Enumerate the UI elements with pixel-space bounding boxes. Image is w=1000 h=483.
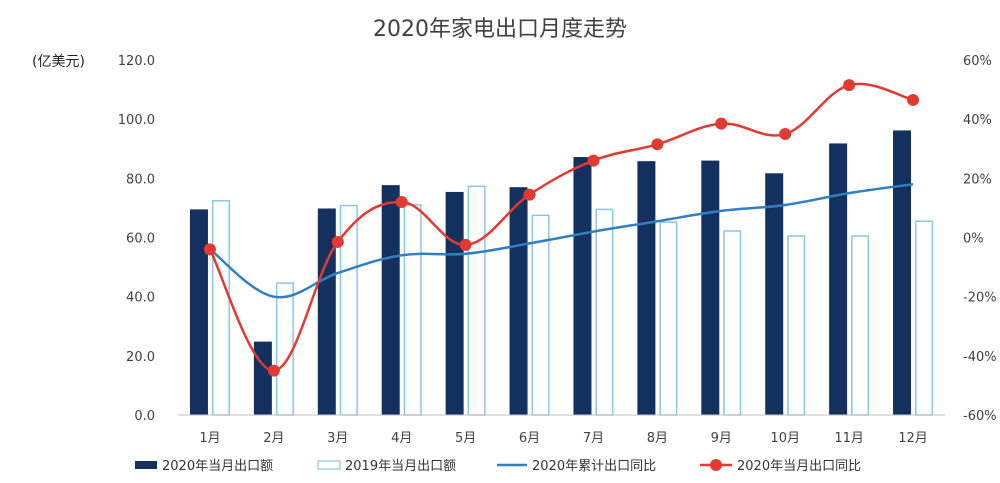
bar-2020-monthly-export: [189, 209, 208, 415]
bar-2019-monthly-export: [467, 185, 486, 416]
y-left-tick-label: 100.0: [118, 113, 155, 128]
y-right-tick-label: -40%: [963, 350, 997, 365]
bar-2020-monthly-export: [765, 173, 784, 415]
y-right-tick-labels: -60% -40% -20% 0% 20% 40% 60%: [963, 54, 997, 424]
x-tick-label: 5月: [455, 431, 476, 446]
y-right-tick-label: -60%: [963, 409, 997, 424]
bar-2019-monthly-export: [851, 235, 870, 416]
y-left-unit-label: (亿美元): [32, 54, 85, 70]
y-right-tick-label: 60%: [963, 54, 992, 69]
point-2020-monthly-yoy: [331, 235, 344, 248]
point-2020-monthly-yoy: [779, 127, 792, 140]
y-left-tick-label: 0.0: [134, 409, 155, 424]
x-tick-labels: 1月 2月 3月 4月 5月 6月 7月 8月 9月 10月 11月 12月: [199, 431, 927, 446]
y-left-tick-label: 120.0: [118, 54, 155, 69]
point-2020-monthly-yoy: [395, 196, 408, 208]
lines: [203, 79, 920, 377]
bar-2019-monthly-export: [403, 204, 422, 416]
legend-swatch: [317, 460, 341, 470]
bar-2020-monthly-export: [829, 143, 848, 416]
x-tick-label: 7月: [583, 431, 604, 446]
y-left-tick-label: 20.0: [126, 350, 155, 365]
x-tick-label: 1月: [199, 431, 220, 446]
bar-2019-monthly-export: [659, 221, 678, 416]
x-tick-label: 11月: [834, 431, 864, 446]
x-tick-label: 4月: [391, 431, 412, 446]
legend-label: 2020年当月出口同比: [737, 459, 861, 474]
x-tick-label: 10月: [770, 431, 800, 446]
y-left-tick-label: 60.0: [126, 232, 155, 247]
x-tick-label: 9月: [711, 431, 732, 446]
y-left-tick-label: 80.0: [126, 172, 155, 187]
bar-2020-monthly-export: [893, 130, 912, 416]
legend: 2020年当月出口额 2019年当月出口额 2020年累计出口同比 2020年当月出口…: [135, 459, 861, 474]
bar-2020-monthly-export: [317, 208, 336, 415]
bar-2019-monthly-export: [723, 230, 742, 416]
legend-label: 2020年当月出口额: [162, 459, 273, 474]
bar-2019-monthly-export: [595, 208, 614, 416]
x-tick-label: 6月: [519, 431, 540, 446]
point-2020-monthly-yoy: [459, 238, 472, 251]
bar-2019-monthly-export: [531, 214, 550, 416]
bar-2019-monthly-export: [915, 220, 934, 416]
bar-2020-monthly-export: [509, 187, 528, 415]
bar-2020-monthly-export: [253, 341, 272, 415]
chart-title: 2020年家电出口月度走势: [373, 17, 627, 42]
y-right-tick-label: 20%: [963, 172, 992, 187]
bar-2019-monthly-export: [211, 200, 230, 416]
y-left-tick-labels: 0.0 20.0 40.0 60.0 80.0 100.0 120.0: [118, 54, 155, 424]
bars: [189, 130, 934, 416]
bar-2020-monthly-export: [637, 161, 656, 415]
point-2020-monthly-yoy: [907, 93, 920, 106]
y-right-tick-label: -20%: [963, 291, 997, 306]
point-2020-monthly-yoy: [587, 154, 600, 167]
point-2020-monthly-yoy: [203, 243, 216, 256]
point-2020-monthly-yoy: [715, 117, 728, 130]
point-2020-monthly-yoy: [267, 364, 280, 377]
bar-2019-monthly-export: [787, 235, 806, 416]
y-right-tick-label: 0%: [963, 232, 984, 247]
point-2020-monthly-yoy: [843, 79, 856, 92]
bar-2020-monthly-export: [701, 160, 720, 415]
bar-2020-monthly-export: [445, 191, 464, 415]
x-tick-label: 8月: [647, 431, 668, 446]
legend-label: 2019年当月出口额: [345, 459, 456, 474]
y-right-tick-label: 40%: [963, 113, 992, 128]
bar-2019-monthly-export: [275, 282, 294, 416]
point-2020-monthly-yoy: [523, 188, 536, 201]
x-tick-label: 2月: [263, 431, 284, 446]
x-tick-label: 3月: [327, 431, 348, 446]
y-left-tick-label: 40.0: [126, 291, 155, 306]
legend-label: 2020年累计出口同比: [532, 459, 656, 474]
x-tick-label: 12月: [898, 431, 928, 446]
line-2020-cumulative-yoy: [209, 183, 914, 299]
bar-2020-monthly-export: [381, 185, 400, 415]
point-2020-monthly-yoy: [651, 138, 664, 151]
line-2020-monthly-yoy: [208, 82, 914, 372]
legend-swatch: [135, 461, 157, 469]
bar-2020-monthly-export: [573, 157, 592, 416]
legend-marker: [710, 459, 722, 471]
